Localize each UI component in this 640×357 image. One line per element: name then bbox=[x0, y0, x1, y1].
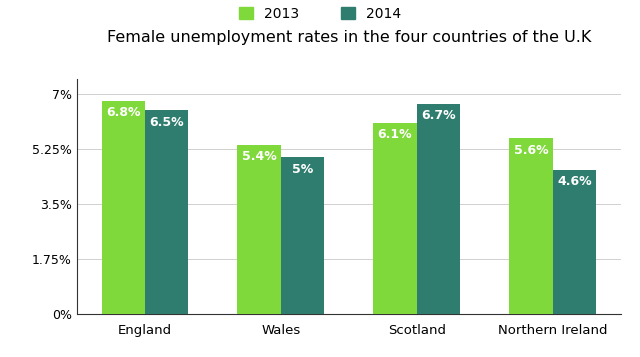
Text: 5.4%: 5.4% bbox=[242, 150, 276, 163]
Text: 6.7%: 6.7% bbox=[421, 109, 456, 122]
Legend: 2013, 2014: 2013, 2014 bbox=[239, 7, 401, 21]
Bar bbox=[281, 157, 324, 314]
Bar bbox=[102, 101, 145, 314]
Title: Female unemployment rates in the four countries of the U.K: Female unemployment rates in the four co… bbox=[107, 30, 591, 45]
Text: 6.5%: 6.5% bbox=[149, 116, 184, 129]
Bar bbox=[237, 145, 281, 314]
Text: 6.1%: 6.1% bbox=[378, 128, 412, 141]
Bar bbox=[552, 170, 596, 314]
Text: 4.6%: 4.6% bbox=[557, 175, 591, 188]
Text: 6.8%: 6.8% bbox=[106, 106, 141, 119]
Text: 5%: 5% bbox=[292, 163, 313, 176]
Bar bbox=[145, 110, 189, 314]
Bar bbox=[509, 138, 552, 314]
Text: 5.6%: 5.6% bbox=[513, 144, 548, 157]
Bar bbox=[373, 122, 417, 314]
Bar bbox=[417, 104, 460, 314]
